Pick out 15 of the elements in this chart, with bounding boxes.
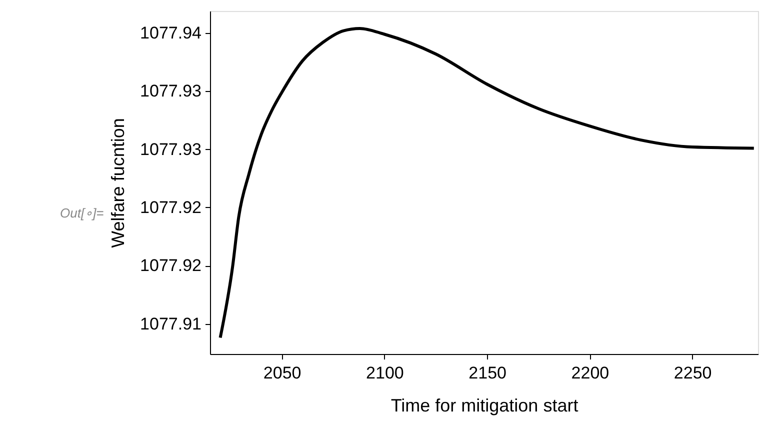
x-tick-label: 2100: [366, 364, 404, 382]
y-tick-label: 1077.92: [140, 198, 202, 217]
x-tick-label: 2050: [263, 364, 302, 382]
y-tick-label: 1077.93: [140, 140, 202, 159]
x-tick-label: 2250: [674, 364, 712, 382]
y-axis-title: Welfare fucntion: [108, 118, 128, 248]
y-tick-label: 1077.93: [140, 82, 202, 101]
y-tick-label: 1077.91: [140, 314, 202, 334]
x-axis-title: Time for mitigation start: [390, 396, 578, 416]
x-tick-label: 2150: [468, 364, 506, 382]
text: Out[∘]=: [60, 205, 104, 220]
y-tick-label: 1077.94: [140, 24, 202, 43]
y-tick-label: 1077.92: [140, 256, 202, 276]
line-series: [218, 26, 756, 340]
x-tick-label: 2200: [571, 364, 610, 382]
